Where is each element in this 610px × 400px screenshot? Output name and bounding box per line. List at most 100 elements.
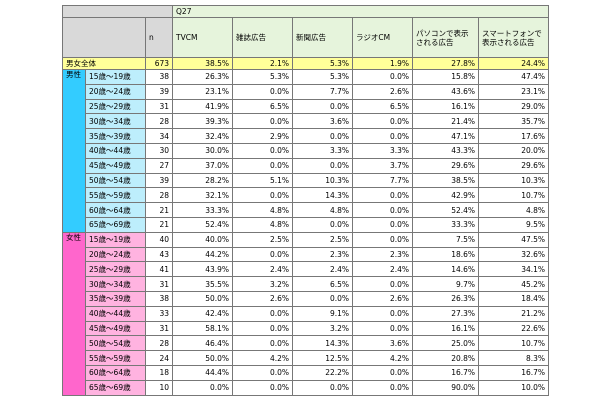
percent-value: 43.3% <box>412 142 480 159</box>
percent-value: 2.6% <box>352 83 414 100</box>
percent-value: 52.4% <box>412 202 480 218</box>
percent-value: 2.4% <box>292 261 354 278</box>
percent-value: 0.0% <box>352 379 414 396</box>
percent-value: 20.8% <box>412 350 480 366</box>
percent-value: 43.9% <box>172 261 234 278</box>
percent-value: 0.0% <box>352 69 414 85</box>
table-row: Q27 <box>61 5 550 18</box>
age-label: 40歳～44歳 <box>85 142 146 159</box>
column-header: ラジオCM <box>352 17 414 58</box>
total-value: 38.5% <box>172 57 234 70</box>
question-label: Q27 <box>172 5 550 18</box>
percent-value: 26.3% <box>412 290 480 307</box>
percent-value: 10.7% <box>478 335 550 352</box>
percent-value: 3.2% <box>292 320 354 337</box>
percent-value: 3.6% <box>292 113 354 130</box>
percent-value: 14.3% <box>292 187 354 204</box>
percent-value: 4.2% <box>352 350 414 366</box>
percent-value: 0.0% <box>292 290 354 307</box>
percent-value: 9.5% <box>478 216 550 233</box>
age-label: 65歳～69歳 <box>85 216 146 233</box>
percent-value: 50.0% <box>172 290 234 307</box>
percent-value: 34.1% <box>478 261 550 278</box>
table-row: 男性 15歳～19歳 38 26.3% 5.3% 5.3% 0.0% 15.8% 47.4% <box>62 69 550 233</box>
n-value: 21 <box>144 202 174 218</box>
table-row: 20歳～24歳 43 44.2% 0.0% 2.3% 2.3% 18.6% 32.6% <box>63 246 550 263</box>
percent-value: 5.1% <box>232 172 294 189</box>
header-blank <box>62 17 146 58</box>
percent-value: 0.0% <box>292 128 354 144</box>
n-value: 31 <box>144 320 174 337</box>
percent-value: 0.0% <box>292 379 354 396</box>
age-label: 15歳～19歳 <box>85 231 146 248</box>
n-label: n <box>144 17 174 58</box>
percent-value: 8.3% <box>478 350 550 366</box>
table-row: 60歳～64歳 18 44.4% 0.0% 22.2% 0.0% 16.7% 16.7% <box>63 364 550 381</box>
percent-value: 15.8% <box>412 69 480 85</box>
percent-value: 3.6% <box>352 335 414 352</box>
percent-value: 6.5% <box>292 276 354 292</box>
percent-value: 52.4% <box>172 216 234 233</box>
percent-value: 0.0% <box>232 187 294 204</box>
percent-value: 0.0% <box>232 320 294 337</box>
n-value: 34 <box>144 128 174 144</box>
table-row: 25歳～29歳 41 43.9% 2.4% 2.4% 2.4% 14.6% 34.1% <box>63 261 550 278</box>
percent-value: 2.6% <box>352 290 414 307</box>
n-value: 33 <box>144 305 174 322</box>
percent-value: 2.4% <box>232 261 294 278</box>
results-table: Q27 n TVCM 雑誌広告 新聞広告 ラジオCM パソコンで表示される広告 スマートフォン… <box>61 5 550 396</box>
n-value: 40 <box>144 231 174 248</box>
total-value: 27.8% <box>412 57 480 70</box>
age-label: 30歳～34歳 <box>85 276 146 292</box>
percent-value: 4.8% <box>232 202 294 218</box>
total-value: 5.3% <box>292 57 354 70</box>
percent-value: 47.5% <box>478 231 550 248</box>
percent-value: 90.0% <box>412 379 480 396</box>
percent-value: 22.2% <box>292 364 354 381</box>
table-row: 40歳～44歳 30 30.0% 0.0% 3.3% 3.3% 43.3% 20.0% <box>63 142 550 159</box>
column-header: スマートフォンで表示される広告 <box>478 17 550 58</box>
percent-value: 33.3% <box>172 202 234 218</box>
percent-value: 43.6% <box>412 83 480 100</box>
age-label: 55歳～59歳 <box>85 187 146 204</box>
group-label: 女性 <box>62 231 86 396</box>
percent-value: 50.0% <box>172 350 234 366</box>
total-value: 1.9% <box>352 57 414 70</box>
percent-value: 20.0% <box>478 142 550 159</box>
percent-value: 0.0% <box>352 231 414 248</box>
percent-value: 0.0% <box>352 113 414 130</box>
percent-value: 16.1% <box>412 320 480 337</box>
percent-value: 2.5% <box>232 231 294 248</box>
percent-value: 21.4% <box>412 113 480 130</box>
n-value: 27 <box>144 157 174 174</box>
percent-value: 27.3% <box>412 305 480 322</box>
age-label: 50歳～54歳 <box>85 335 146 352</box>
percent-value: 23.1% <box>172 83 234 100</box>
percent-value: 32.4% <box>172 128 234 144</box>
percent-value: 45.2% <box>478 276 550 292</box>
percent-value: 17.6% <box>478 128 550 144</box>
age-label: 45歳～49歳 <box>85 157 146 174</box>
age-label: 50歳～54歳 <box>85 172 146 189</box>
percent-value: 0.0% <box>352 216 414 233</box>
n-value: 41 <box>144 261 174 278</box>
percent-value: 3.3% <box>292 142 354 159</box>
percent-value: 33.3% <box>412 216 480 233</box>
age-label: 55歳～59歳 <box>85 350 146 366</box>
header-blank <box>61 5 174 18</box>
age-label: 25歳～29歳 <box>85 98 146 115</box>
percent-value: 4.2% <box>232 350 294 366</box>
percent-value: 32.1% <box>172 187 234 204</box>
table-row: 25歳～29歳 31 41.9% 6.5% 0.0% 6.5% 16.1% 29.0% <box>63 98 550 115</box>
total-value: 24.4% <box>478 57 550 70</box>
percent-value: 2.3% <box>352 246 414 263</box>
percent-value: 0.0% <box>352 305 414 322</box>
percent-value: 25.0% <box>412 335 480 352</box>
age-label: 35歳～39歳 <box>85 128 146 144</box>
age-label: 60歳～64歳 <box>85 202 146 218</box>
n-value: 28 <box>144 187 174 204</box>
n-value: 28 <box>144 113 174 130</box>
percent-value: 4.8% <box>232 216 294 233</box>
group-label: 男性 <box>62 69 86 233</box>
percent-value: 9.7% <box>412 276 480 292</box>
